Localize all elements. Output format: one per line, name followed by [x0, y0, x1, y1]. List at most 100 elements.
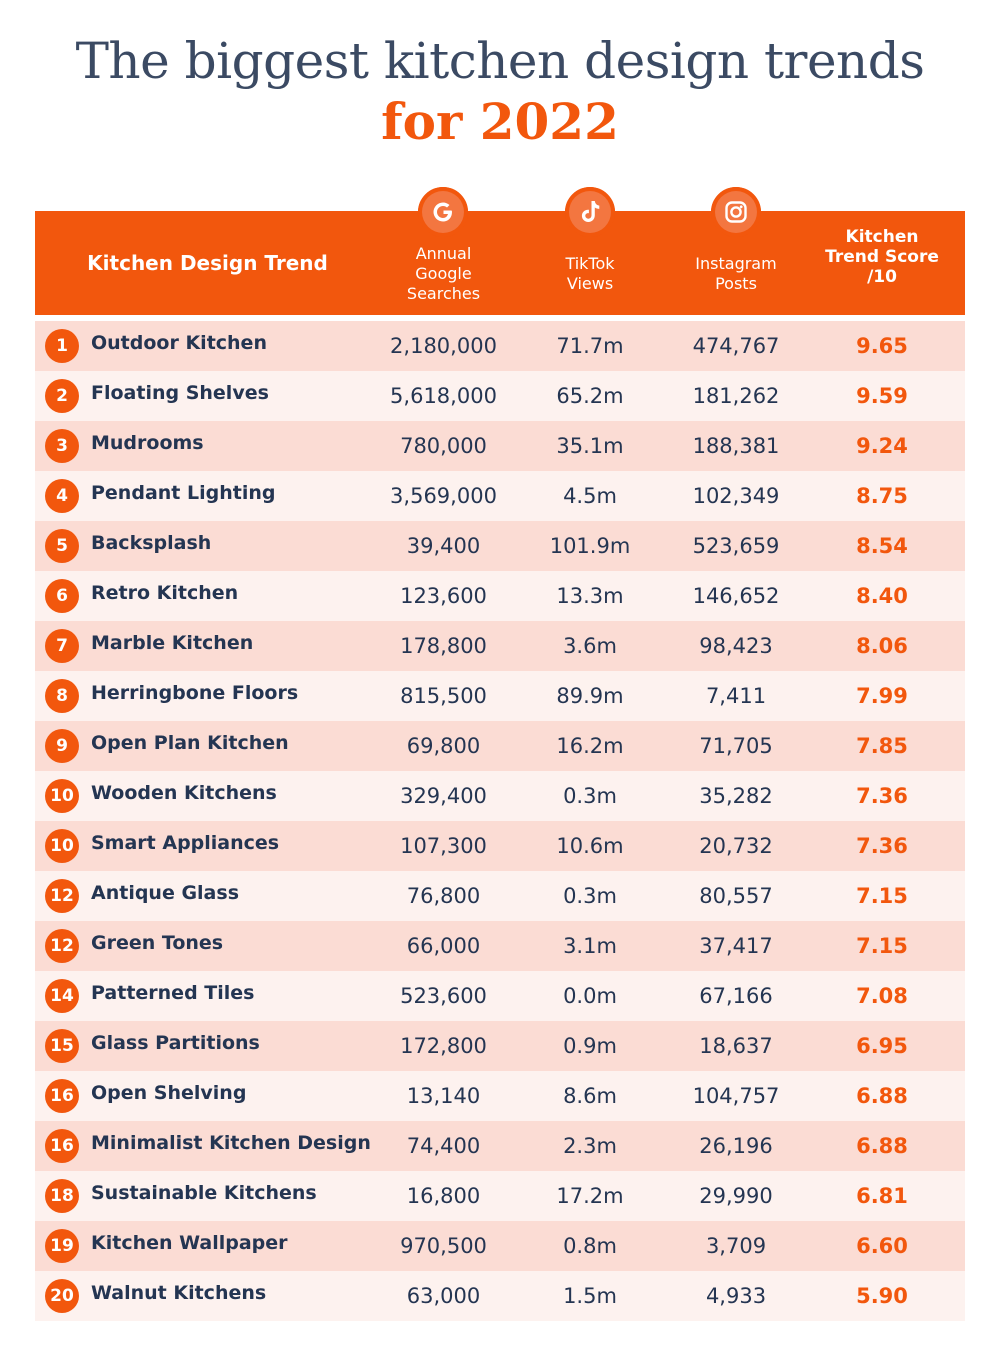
trend-score-value: 8.54: [856, 534, 908, 558]
rank-badge: 20: [45, 1279, 79, 1313]
rank-badge: 8: [45, 679, 79, 713]
tiktok-views-value: 4.5m: [563, 484, 617, 508]
tiktok-views-value: 0.9m: [563, 1034, 617, 1058]
instagram-posts-value: 4,933: [705, 1284, 767, 1308]
google-searches-value: 5,618,000: [390, 384, 497, 408]
trend-name: Marble Kitchen: [91, 632, 254, 654]
instagram-posts-value: 523,659: [692, 534, 780, 558]
trend-score-value: 9.24: [856, 434, 908, 458]
tiktok-views-value: 0.3m: [563, 784, 617, 808]
table-row: 15 Glass Partitions 172,800 0.9m 18,637 6.95: [35, 1021, 965, 1071]
trends-table: Kitchen Design Trend Annual Google Searc…: [35, 187, 965, 1321]
tiktok-views-value: 0.3m: [563, 884, 617, 908]
google-searches-value: 66,000: [406, 934, 481, 958]
tiktok-views-value: 101.9m: [549, 534, 631, 558]
table-row: 1 Outdoor Kitchen 2,180,000 71.7m 474,767 9.6…: [35, 321, 965, 371]
tiktok-views-value: 1.5m: [563, 1284, 617, 1308]
tiktok-views-value: 16.2m: [556, 734, 624, 758]
instagram-posts-value: 98,423: [699, 634, 773, 658]
rank-badge: 2: [45, 379, 79, 413]
table-row: 12 Antique Glass 76,800 0.3m 80,557 7.15: [35, 871, 965, 921]
google-searches-value: 16,800: [406, 1184, 481, 1208]
trend-score-value: 7.08: [856, 984, 908, 1008]
instagram-posts-value: 37,417: [699, 934, 773, 958]
trend-score-value: 8.75: [856, 484, 908, 508]
google-searches-value: 970,500: [400, 1234, 487, 1258]
google-searches-value: 3,569,000: [390, 484, 497, 508]
trend-name: Open Plan Kitchen: [91, 732, 289, 754]
tiktok-views-value: 2.3m: [563, 1134, 617, 1158]
tiktok-views-value: 8.6m: [563, 1084, 617, 1108]
trend-name: Pendant Lighting: [91, 482, 276, 504]
tiktok-views-value: 89.9m: [556, 684, 624, 708]
trend-score-value: 9.65: [856, 334, 908, 358]
rank-badge: 12: [45, 929, 79, 963]
google-searches-value: 172,800: [400, 1034, 487, 1058]
trend-score-value: 6.60: [856, 1234, 908, 1258]
trend-name: Mudrooms: [91, 432, 204, 454]
trend-name: Open Shelving: [91, 1082, 247, 1104]
instagram-posts-value: 26,196: [699, 1134, 773, 1158]
rank-badge: 15: [45, 1029, 79, 1063]
trend-score-value: 8.06: [856, 634, 908, 658]
instagram-icon: [711, 187, 761, 237]
table-row: 6 Retro Kitchen 123,600 13.3m 146,652 8.40: [35, 571, 965, 621]
trend-score-value: 7.36: [856, 834, 908, 858]
table-header: Kitchen Design Trend Annual Google Searc…: [35, 187, 965, 315]
trend-name: Floating Shelves: [91, 382, 269, 404]
trend-score-value: 5.90: [856, 1284, 908, 1308]
trend-name: Glass Partitions: [91, 1032, 260, 1054]
google-searches-value: 329,400: [400, 784, 487, 808]
trend-name: Backsplash: [91, 532, 212, 554]
instagram-posts-value: 20,732: [699, 834, 773, 858]
table-row: 16 Minimalist Kitchen Design 74,400 2.3m 26,…: [35, 1121, 965, 1171]
trend-score-value: 6.88: [856, 1084, 908, 1108]
table-row: 9 Open Plan Kitchen 69,800 16.2m 71,705 7.85: [35, 721, 965, 771]
instagram-posts-value: 80,557: [699, 884, 773, 908]
instagram-posts-value: 188,381: [692, 434, 780, 458]
tiktok-views-value: 3.6m: [563, 634, 617, 658]
trend-score-value: 6.81: [856, 1184, 908, 1208]
trend-score-value: 6.88: [856, 1134, 908, 1158]
instagram-posts-value: 102,349: [692, 484, 780, 508]
trend-name: Green Tones: [91, 932, 224, 954]
rank-badge: 18: [45, 1179, 79, 1213]
table-row: 10 Wooden Kitchens 329,400 0.3m 35,282 7.36: [35, 771, 965, 821]
rank-badge: 16: [45, 1129, 79, 1163]
trend-name: Walnut Kitchens: [91, 1282, 267, 1304]
page-title: The biggest kitchen design trends: [75, 32, 925, 90]
trend-score-value: 8.40: [856, 584, 908, 608]
google-searches-value: 178,800: [400, 634, 487, 658]
google-searches-value: 69,800: [406, 734, 481, 758]
rank-badge: 14: [45, 979, 79, 1013]
instagram-posts-value: 7,411: [705, 684, 767, 708]
instagram-posts-value: 474,767: [692, 334, 780, 358]
table-row: 5 Backsplash 39,400 101.9m 523,659 8.54: [35, 521, 965, 571]
table-row: 16 Open Shelving 13,140 8.6m 104,757 6.88: [35, 1071, 965, 1121]
trend-name: Antique Glass: [91, 882, 240, 904]
table-row: 8 Herringbone Floors 815,500 89.9m 7,411 7.99: [35, 671, 965, 721]
trend-score-value: 7.85: [856, 734, 908, 758]
tiktok-views-value: 35.1m: [556, 434, 624, 458]
instagram-posts-value: 3,709: [705, 1234, 767, 1258]
google-searches-value: 2,180,000: [390, 334, 497, 358]
tiktok-icon: [565, 187, 615, 237]
table-row: 20 Walnut Kitchens 63,000 1.5m 4,933 5.90: [35, 1271, 965, 1321]
trend-name: Kitchen Wallpaper: [91, 1232, 288, 1254]
google-icon: [418, 187, 468, 237]
trend-name: Outdoor Kitchen: [91, 332, 267, 354]
rank-badge: 7: [45, 629, 79, 663]
column-header-score: Kitchen Trend Score /10: [825, 227, 939, 287]
google-searches-value: 523,600: [400, 984, 487, 1008]
instagram-posts-value: 146,652: [692, 584, 780, 608]
instagram-posts-value: 35,282: [699, 784, 773, 808]
trend-score-value: 9.59: [856, 384, 908, 408]
google-searches-value: 39,400: [406, 534, 481, 558]
column-header-trend: Kitchen Design Trend: [87, 251, 328, 275]
trend-score-value: 7.15: [856, 934, 908, 958]
trend-score-value: 7.99: [856, 684, 908, 708]
instagram-posts-value: 71,705: [699, 734, 773, 758]
trend-name: Smart Appliances: [91, 832, 280, 854]
rank-badge: 10: [45, 779, 79, 813]
rank-badge: 10: [45, 829, 79, 863]
